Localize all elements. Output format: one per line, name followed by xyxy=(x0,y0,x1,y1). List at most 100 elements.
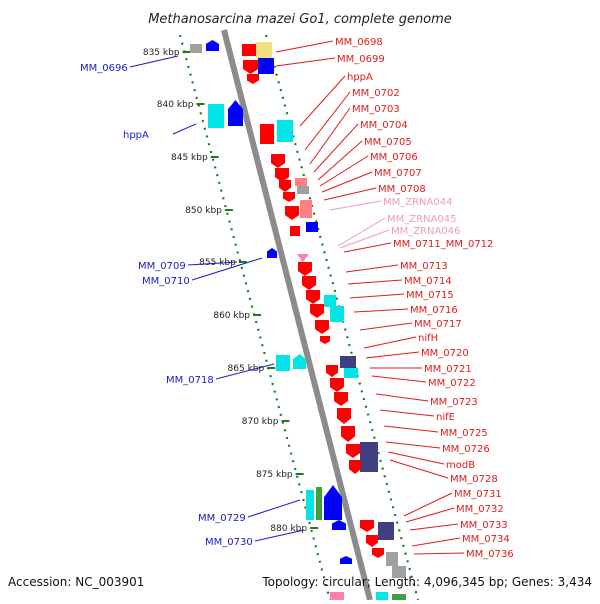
gene-block xyxy=(258,58,274,74)
gene-block xyxy=(392,566,406,578)
leader-line xyxy=(345,264,399,273)
gene-arrow xyxy=(324,485,342,520)
gene-label-mm-0715: MM_0715 xyxy=(406,290,454,301)
leader-line xyxy=(299,75,346,127)
leader-line xyxy=(413,552,465,555)
gene-label-mm-0705: MM_0705 xyxy=(364,137,412,148)
gene-label-mm-0703: MM_0703 xyxy=(352,104,400,115)
gene-block xyxy=(290,226,300,236)
gene-label-mm-0726: MM_0726 xyxy=(442,444,490,455)
gene-label-mm-0708: MM_0708 xyxy=(378,184,426,195)
gene-label-mm-0716: MM_0716 xyxy=(410,305,458,316)
leader-line xyxy=(389,459,449,479)
gene-arrow xyxy=(228,100,243,126)
gene-arrow xyxy=(310,304,324,318)
gene-label-mm-0732: MM_0732 xyxy=(456,504,504,515)
gene-label-mm-0699: MM_0699 xyxy=(337,54,385,65)
leader-line xyxy=(383,425,439,433)
leader-line xyxy=(411,537,461,547)
gene-block xyxy=(376,592,388,600)
leader-line xyxy=(304,91,351,151)
gene-label-mm-0696: MM_0696 xyxy=(80,63,128,74)
gene-label-mm-0704: MM_0704 xyxy=(360,120,408,131)
gene-labels: MM_0696 hppA MM_0709 MM_0710 MM_0718 MM_0729 M… xyxy=(80,37,514,560)
kbp-tick-label: 835 kbp xyxy=(143,48,180,58)
gene-block xyxy=(306,490,314,520)
gene-block xyxy=(208,104,224,128)
leader-line xyxy=(365,351,420,359)
leader-line xyxy=(347,279,403,285)
genome-stats-text: Topology: circular; Length: 4,096,345 bp… xyxy=(261,575,592,589)
gene-features xyxy=(190,40,406,600)
leader-line xyxy=(215,363,275,380)
gene-block xyxy=(360,442,378,472)
gene-label-mm-0702: MM_0702 xyxy=(352,88,400,99)
kbp-tick-label: 865 kbp xyxy=(228,364,265,374)
gene-label-mm-0709: MM_0709 xyxy=(138,261,186,272)
gene-block xyxy=(260,124,274,144)
gene-arrow xyxy=(267,248,277,258)
gene-block xyxy=(277,120,293,142)
map-title: Methanosarcina mazei Go1, complete genom… xyxy=(148,12,452,27)
leader-line xyxy=(191,257,263,281)
gene-arrow xyxy=(306,290,320,304)
gene-label-mm-0711-mm-0712: MM_0711_MM_0712 xyxy=(393,239,493,250)
gene-arrow xyxy=(271,154,285,168)
leader-line xyxy=(353,308,409,313)
gene-arrow xyxy=(341,426,355,442)
gene-label-mm-0707: MM_0707 xyxy=(374,168,422,179)
gene-block xyxy=(330,592,344,600)
gene-label-mm-0736: MM_0736 xyxy=(466,549,514,560)
kbp-tick-label: 845 kbp xyxy=(171,153,208,163)
gene-label-mm-0706: MM_0706 xyxy=(370,152,418,163)
leader-line xyxy=(275,57,336,67)
gene-block xyxy=(378,522,394,540)
gene-label-hppa: hppA xyxy=(347,72,373,83)
gene-label-nife: nifE xyxy=(436,412,455,423)
leader-line xyxy=(409,523,459,531)
kbp-tick-label: 870 kbp xyxy=(242,417,279,427)
gene-label-mm-0721: MM_0721 xyxy=(424,364,472,375)
gene-block xyxy=(300,200,312,218)
gene-block xyxy=(340,356,356,368)
gene-arrow xyxy=(298,262,312,276)
gene-arrow xyxy=(206,40,219,51)
gene-arrow xyxy=(337,408,351,424)
leader-line xyxy=(329,200,382,211)
gene-arrow xyxy=(243,60,258,74)
leader-line xyxy=(359,322,413,331)
gene-block xyxy=(330,306,344,322)
gene-label-mm-0722: MM_0722 xyxy=(428,378,476,389)
leader-line xyxy=(309,107,351,165)
leader-line xyxy=(187,261,238,266)
gene-label-mm-0718: MM_0718 xyxy=(166,375,214,386)
leader-line xyxy=(363,336,417,349)
gene-arrow xyxy=(326,365,338,377)
leader-line xyxy=(313,123,359,173)
gene-label-mm-0729: MM_0729 xyxy=(198,513,246,524)
genome-backbone xyxy=(221,29,373,601)
leader-line xyxy=(385,441,441,449)
gene-arrow xyxy=(285,206,299,220)
leader-line xyxy=(387,451,445,465)
gene-arrow xyxy=(346,444,360,458)
gene-arrow xyxy=(372,548,384,558)
gene-arrow xyxy=(302,276,316,290)
gene-label-mm-0725: MM_0725 xyxy=(440,428,488,439)
gene-block xyxy=(306,222,318,232)
gene-arrow xyxy=(360,520,374,532)
gene-label-mm-0723: MM_0723 xyxy=(430,397,478,408)
gene-label-mm-0710: MM_0710 xyxy=(142,276,190,287)
gene-label-mm-zrna044: MM_ZRNA044 xyxy=(383,197,452,208)
gene-block xyxy=(242,44,256,56)
gene-label-mm-0731: MM_0731 xyxy=(454,489,502,500)
leader-line xyxy=(129,55,179,68)
gene-block xyxy=(344,368,358,378)
gene-label-mm-zrna045: MM_ZRNA045 xyxy=(387,214,456,225)
gene-label-mm-0717: MM_0717 xyxy=(414,319,462,330)
leader-line xyxy=(405,507,455,523)
gene-arrow xyxy=(279,180,291,192)
gene-arrow xyxy=(283,192,295,202)
